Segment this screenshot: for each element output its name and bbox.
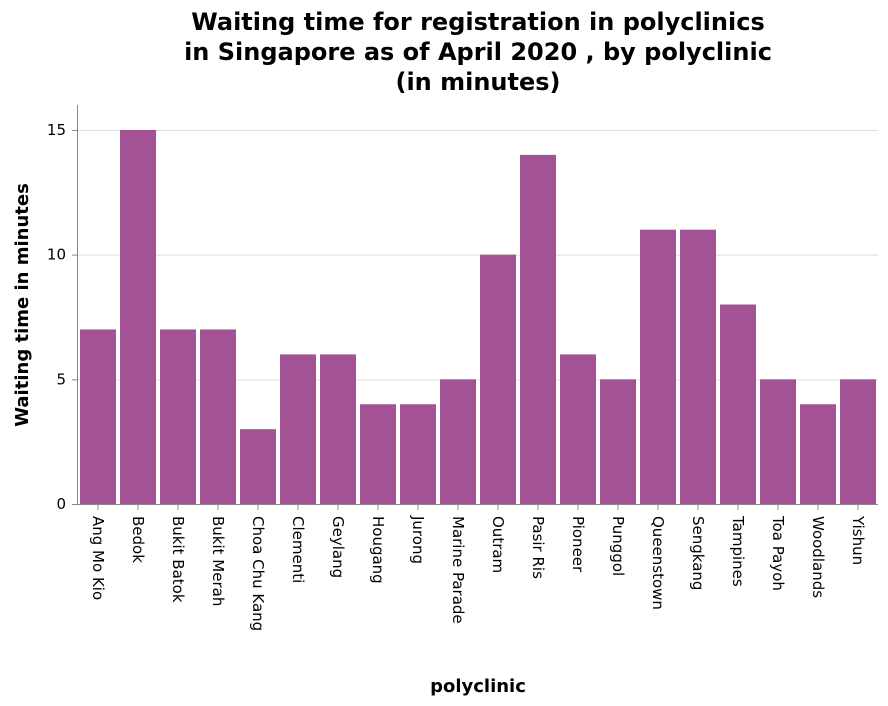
x-axis: Ang Mo Kio Bedok Bukit Batok Bukit Merah Cho… bbox=[78, 504, 878, 631]
x-tick-label: Ang Mo Kio bbox=[89, 516, 107, 600]
x-tick-label: Toa Payoh bbox=[769, 515, 787, 591]
x-tick-label: Tampines bbox=[729, 515, 747, 587]
x-tick-label: Pioneer bbox=[569, 516, 587, 573]
x-tick-label: Woodlands bbox=[809, 516, 827, 598]
y-tick-label: 5 bbox=[56, 370, 66, 388]
x-tick-label: Jurong bbox=[409, 515, 427, 564]
x-tick-label: Bedok bbox=[129, 516, 147, 563]
y-tick-label: 15 bbox=[47, 121, 66, 139]
x-axis-title: polyclinic bbox=[430, 676, 526, 697]
bar bbox=[80, 329, 116, 504]
y-axis: 0 5 10 15 bbox=[47, 105, 78, 513]
bar bbox=[200, 329, 236, 504]
bar bbox=[520, 154, 556, 505]
x-tick-label: Pasir Ris bbox=[529, 516, 547, 579]
bar bbox=[240, 429, 276, 504]
y-tick-label: 0 bbox=[56, 495, 66, 513]
x-tick-label: Geylang bbox=[329, 516, 347, 578]
y-tick-label: 10 bbox=[47, 246, 66, 264]
x-tick-label: Choa Chu Kang bbox=[249, 516, 267, 631]
x-tick-label: Bukit Batok bbox=[169, 516, 187, 603]
bar bbox=[440, 379, 476, 504]
x-tick-label: Bukit Merah bbox=[209, 516, 227, 606]
bar bbox=[560, 354, 596, 505]
x-tick-label: Clementi bbox=[289, 516, 307, 583]
gridlines bbox=[78, 129, 878, 381]
bars bbox=[80, 129, 876, 505]
bar bbox=[360, 404, 396, 504]
x-tick-label: Hougang bbox=[369, 516, 387, 584]
bar bbox=[840, 379, 876, 504]
bar bbox=[400, 404, 436, 504]
bar bbox=[320, 354, 356, 505]
bar bbox=[120, 129, 156, 504]
bar bbox=[480, 254, 516, 505]
y-axis-title: Waiting time in minutes bbox=[12, 183, 33, 427]
bar bbox=[680, 229, 716, 504]
x-tick-label: Yishun bbox=[849, 515, 867, 565]
bar bbox=[640, 229, 676, 504]
bar bbox=[800, 404, 836, 504]
x-tick-label: Marine Parade bbox=[449, 516, 467, 624]
bar bbox=[160, 329, 196, 504]
x-tick-label: Sengkang bbox=[689, 516, 707, 590]
bar bbox=[600, 379, 636, 504]
chart-title-line-3: (in minutes) bbox=[395, 68, 560, 96]
chart-title-line-2: in Singapore as of April 2020 , by polyc… bbox=[184, 38, 772, 66]
chart-title-line-1: Waiting time for registration in polycli… bbox=[191, 8, 764, 36]
bar bbox=[760, 379, 796, 504]
bar bbox=[280, 354, 316, 505]
x-tick-label: Queenstown bbox=[649, 516, 667, 610]
x-tick-label: Outram bbox=[489, 516, 507, 573]
bar bbox=[720, 304, 756, 504]
x-tick-label: Punggol bbox=[609, 516, 627, 576]
